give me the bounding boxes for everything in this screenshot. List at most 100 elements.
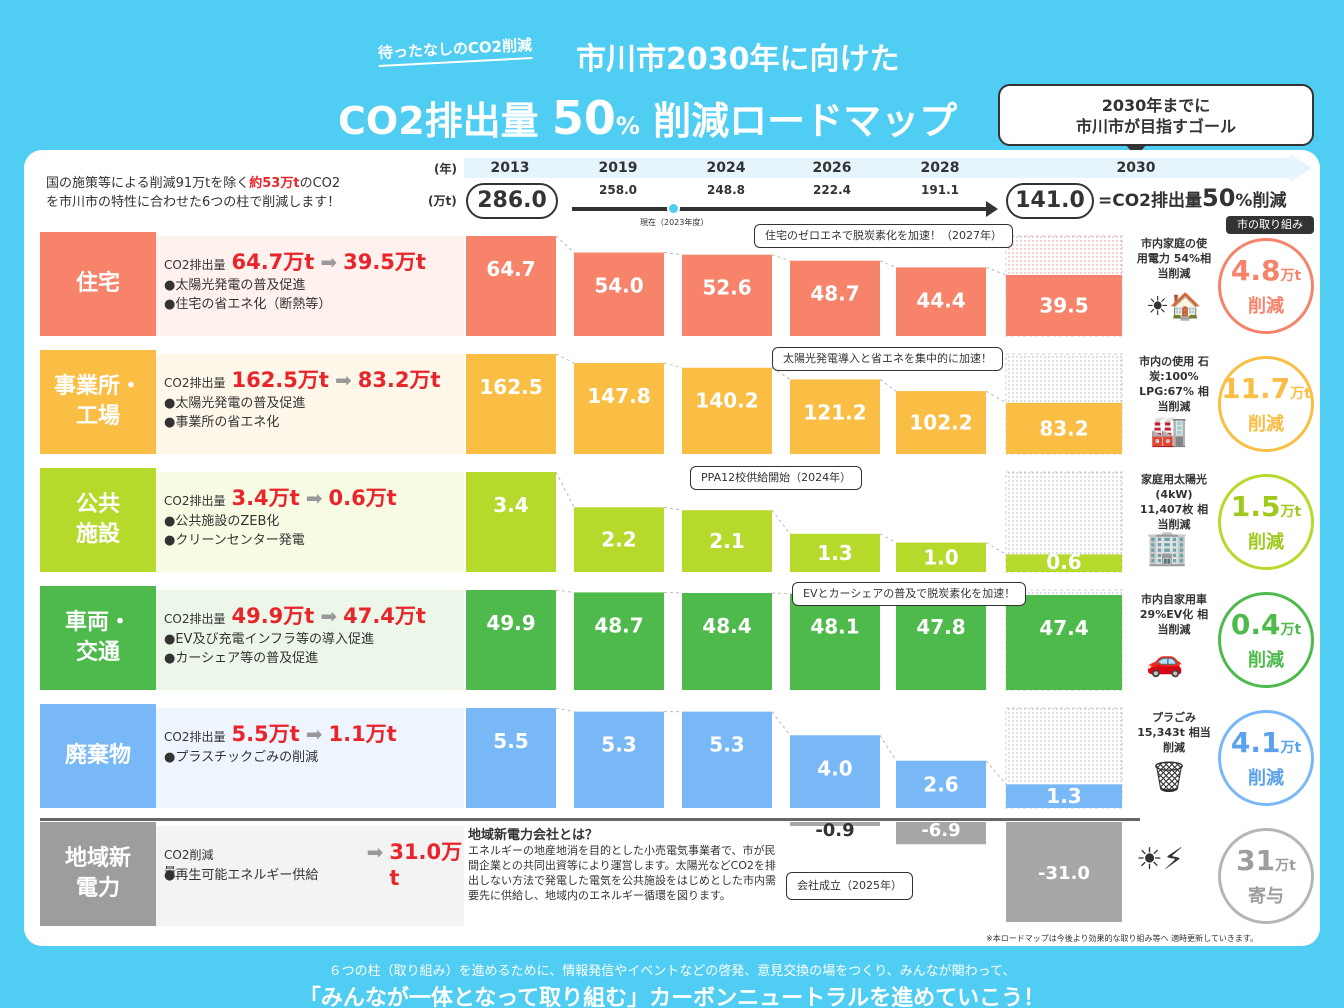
bar xyxy=(574,252,664,336)
bar-value-label: 52.6 xyxy=(702,276,751,300)
bar xyxy=(466,590,556,690)
intro-b: 約53万t xyxy=(249,176,300,191)
bar xyxy=(466,472,556,572)
row-label-pub: 公共施設 xyxy=(40,468,156,572)
circle-number: 1.5 xyxy=(1230,490,1281,523)
circle-desc: 削減 xyxy=(1248,296,1284,317)
bar-value-label: 3.4 xyxy=(493,493,528,517)
intro-d: を市川市の特性に合わせた6つの柱で削減します！ xyxy=(46,195,341,210)
side-note-biz: 市内の使用 石炭:100% LPG:67% 相当削減 xyxy=(1139,355,1209,413)
emi-to: 83.2万t xyxy=(357,368,441,392)
year-label: 2026 xyxy=(812,160,852,176)
row-info-pub: CO2排出量 3.4万t ➡ 0.6万t ●公共施設のZEB化 ●クリーンセンター発電 xyxy=(156,472,464,572)
building-icon: 🏢 xyxy=(1146,528,1189,568)
bar xyxy=(896,267,986,336)
bar-value-label: 162.5 xyxy=(479,375,542,399)
footer-line2: 「みんなが一体となって取り組む」カーボンニュートラルを進めていこう！ xyxy=(298,986,1046,1008)
side-note-waste: プラごみ 15,343t 相当削減 xyxy=(1137,711,1211,754)
emi-to: 31.0万t xyxy=(389,840,463,890)
circle-unit: 万t xyxy=(1280,268,1302,284)
bar xyxy=(1006,784,1122,808)
bar-value-label: 102.2 xyxy=(909,411,972,435)
bar xyxy=(790,533,880,572)
bullet: ●太陽光発電の普及促進 xyxy=(164,396,306,411)
trash-can-icon: 🗑 xyxy=(1150,760,1189,795)
year-axis-label: (年) xyxy=(434,162,457,176)
emi-to: 39.5万t xyxy=(343,250,426,274)
goal-box: 2030年までに 市川市が目指すゴール xyxy=(998,84,1314,157)
bar xyxy=(466,708,556,808)
callout-biz: 太陽光発電導入と省エネを集中的に加速！ xyxy=(772,347,1003,371)
connector-line xyxy=(879,735,897,761)
intro-a: 国の施策等による削減91万tを除く xyxy=(46,176,250,191)
bar xyxy=(574,711,664,808)
arrow-icon: ➡ xyxy=(320,250,338,274)
bar xyxy=(790,593,880,690)
bar-value-label: 44.4 xyxy=(916,288,965,312)
bar xyxy=(682,510,772,572)
bar-value-label: 2.2 xyxy=(601,528,636,552)
row-label-car-text: 車両・交通 xyxy=(64,610,131,665)
bar xyxy=(682,254,772,336)
house-solar-icon: ☀🏠 xyxy=(1146,292,1202,322)
eq-c: %削減 xyxy=(1235,191,1287,211)
bar xyxy=(1006,595,1122,690)
bar xyxy=(896,760,986,808)
total-label: 191.1 xyxy=(921,183,959,197)
total-label: 258.0 xyxy=(599,183,637,197)
connector-line xyxy=(555,235,575,253)
arrow-icon: ➡ xyxy=(320,604,338,628)
side-note-pub: 家庭用太陽光 (4kW) 11,407枚 相当削減 xyxy=(1139,473,1209,531)
bar-value-label: 64.7 xyxy=(486,257,535,281)
emi-label: CO2排出量 xyxy=(164,612,226,626)
circle-desc: 削減 xyxy=(1248,414,1284,435)
circle-power: 31万t 寄与 xyxy=(1218,828,1314,924)
bullet: ●事業所の省エネ化 xyxy=(164,415,280,430)
solar-wind-icon: ☀⚡ xyxy=(1136,842,1184,877)
bar xyxy=(790,260,880,336)
bar-value-label: 48.1 xyxy=(810,615,859,639)
circle-desc: 寄与 xyxy=(1248,886,1284,907)
bar xyxy=(466,236,556,336)
bar xyxy=(1006,274,1122,336)
row-label-power-text: 地域新電力 xyxy=(64,846,131,901)
connector-line xyxy=(771,509,791,535)
connector-line xyxy=(879,260,897,268)
circle-unit: 万t xyxy=(1275,858,1296,874)
bar-value-label: 47.8 xyxy=(916,615,965,639)
connector-line xyxy=(555,353,575,364)
bullet: ●再生可能エネルギー供給 xyxy=(164,868,319,883)
row-label-power: 地域新電力 xyxy=(40,822,156,926)
bar-value-label: 1.0 xyxy=(923,545,958,569)
explain-title: 地域新電力会社とは？ xyxy=(468,828,599,843)
bar xyxy=(896,822,986,845)
connector-line xyxy=(663,506,683,511)
bar-value-label: 147.8 xyxy=(587,384,650,408)
now-marker xyxy=(667,202,680,215)
arrow-icon: ➡ xyxy=(305,486,323,510)
bar-value-label: -6.9 xyxy=(921,820,960,841)
arrow-icon: ➡ xyxy=(334,368,352,392)
callout-power: 会社成立（2025年） xyxy=(786,872,913,900)
bar-value-label: 140.2 xyxy=(695,389,758,413)
title-percent-sign: % xyxy=(615,112,640,140)
circle-desc: 削減 xyxy=(1248,768,1284,789)
row-info-house: CO2排出量 64.7万t ➡ 39.5万t ●太陽光発電の普及促進 ●住宅の省エネ化… xyxy=(156,236,464,336)
bar xyxy=(1006,822,1122,922)
circle-unit: 万t xyxy=(1280,740,1302,756)
year-label: 2030 xyxy=(1116,160,1156,176)
power-company-explain: 地域新電力会社とは？ エネルギーの地産地消を目的とした小売電気事業者で、市が民間企… xyxy=(468,828,778,903)
bar xyxy=(466,354,556,454)
row-label-pub-text: 公共施設 xyxy=(75,492,120,547)
circle-house: 4.8万t 削減 xyxy=(1218,238,1314,334)
row-info-biz: CO2排出量 162.5万t ➡ 83.2万t ●太陽光発電の普及促進 ●事業所の省エ… xyxy=(156,354,464,454)
title-part-a: CO2排出量 xyxy=(338,99,539,143)
emi-from: 3.4万t xyxy=(231,486,300,510)
goal-line1: 2030年までに xyxy=(1101,96,1211,115)
row-label-car: 車両・交通 xyxy=(40,586,156,690)
connector-line xyxy=(663,362,683,369)
total-label: 248.8 xyxy=(707,183,745,197)
circle-number: 0.4 xyxy=(1230,608,1281,641)
emi-label: CO2排出量 xyxy=(164,376,226,390)
arrow-icon: ➡ xyxy=(366,840,384,864)
